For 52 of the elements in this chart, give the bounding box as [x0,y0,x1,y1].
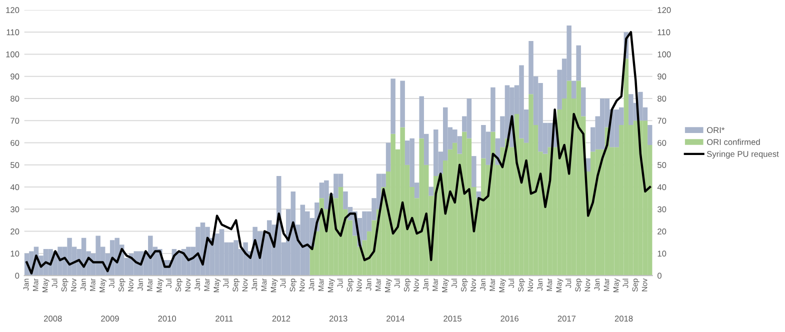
bar [628,94,634,126]
y-tick-label: 20 [10,228,20,234]
text: 2015 [444,316,462,322]
y-tick-label: 50 [10,162,20,168]
y2-tick-label: 70 [658,118,666,124]
bar [400,80,405,128]
y2-tick-label: 110 [658,29,670,36]
text: 2010 [158,316,176,322]
text: 2014 [386,316,404,322]
text: 2018 [614,316,633,322]
text: 2017 [558,316,576,322]
y2-tick-label: 20 [658,228,666,234]
y2-tick-label: 100 [658,51,671,58]
y-tick-label: 40 [10,184,20,190]
y-tick-label: 100 [6,51,20,58]
y-tick-label: 60 [10,140,20,146]
y2-tick-label: 60 [658,140,666,146]
text: 2011 [216,316,233,322]
legend-label: Syringe PU request [707,150,779,159]
y-tick-label: 80 [10,96,20,102]
bar [490,87,496,132]
bar [648,125,652,145]
y2-tick-label: 0 [658,272,662,279]
bar [580,87,586,116]
y2-tick-label: 90 [658,74,666,80]
text: 2012 [272,316,290,322]
y2-tick-label: 40 [657,184,666,190]
y-tick-label: 90 [10,74,20,80]
bar [472,156,476,188]
y-tick-label: 0 [15,272,20,279]
y-tick-label: 110 [6,29,20,36]
bar [571,80,576,98]
y2-tick-label: 120 [658,7,671,14]
bar [386,142,391,172]
y2-tick-label: 50 [658,162,666,168]
y-tick-label: 120 [6,7,20,14]
bar [390,78,396,134]
y2-tick-label: 30 [658,206,666,212]
y-tick-label: 10 [10,250,20,257]
y-tick-label: 70 [10,118,20,124]
text: 2009 [101,316,119,322]
line-series [26,30,652,274]
y2-tick-label: 10 [658,250,666,257]
legend-label: ORI confirmed [707,138,760,145]
text: 2013 [329,316,348,322]
bar [428,187,434,196]
y2-tick-label: 80 [658,96,666,102]
legend-label: ORI* [707,127,725,134]
text: 2016 [500,316,519,322]
y-tick-label: 30 [10,206,20,212]
bar [576,45,581,81]
text: 2008 [44,316,62,322]
